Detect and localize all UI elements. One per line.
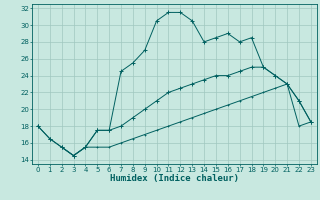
X-axis label: Humidex (Indice chaleur): Humidex (Indice chaleur): [110, 174, 239, 183]
